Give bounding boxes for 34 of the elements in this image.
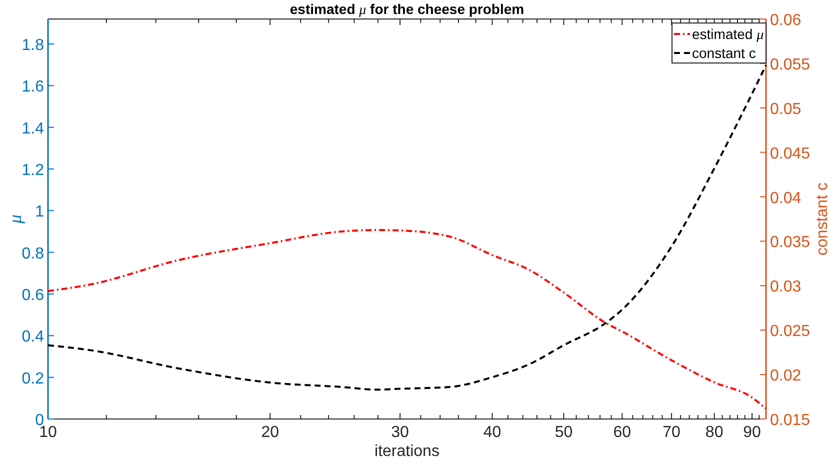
y-tick-label: 0.6 <box>22 287 44 304</box>
x-tick-label: 20 <box>261 424 280 441</box>
legend-label: constant c <box>692 45 756 61</box>
y2-tick-label: 0.055 <box>770 56 810 74</box>
y-axis-title: μ <box>5 214 25 225</box>
x-tick-label: 80 <box>705 424 724 441</box>
chart-title: estimated μ for the cheese problem <box>290 1 524 18</box>
y-tick-label: 0.2 <box>22 370 44 388</box>
x-tick-label: 50 <box>554 424 573 441</box>
legend-label: estimated μ <box>692 26 764 43</box>
x-tick-label: 40 <box>483 424 502 441</box>
y2-tick-label: 0.045 <box>770 145 810 162</box>
y2-tick-label: 0.035 <box>770 234 810 252</box>
y2-tick-label: 0.015 <box>770 412 810 429</box>
y2-tick-label: 0.06 <box>770 12 802 29</box>
y2-tick-label: 0.05 <box>770 100 802 118</box>
x-tick-label: 90 <box>743 424 762 441</box>
x-tick-label: 10 <box>39 424 57 441</box>
x-tick-label: 30 <box>391 424 410 441</box>
x-tick-label: 60 <box>613 424 632 441</box>
y-tick-label: 1 <box>35 204 44 221</box>
y2-tick-label: 0.025 <box>770 323 810 340</box>
x-axis-title: iterations <box>374 443 440 460</box>
y-tick-label: 1.8 <box>22 37 44 54</box>
x-tick-label: 70 <box>662 424 681 441</box>
y-tick-label: 1.2 <box>22 162 44 179</box>
y-tick-label: 1.4 <box>22 120 44 138</box>
y2-tick-label: 0.03 <box>770 278 802 296</box>
y-tick-label: 0.8 <box>22 245 44 262</box>
y-tick-label: 1.6 <box>22 78 44 96</box>
y2-axis-title: constant c <box>814 182 831 256</box>
y2-tick-label: 0.02 <box>770 368 802 385</box>
y-tick-label: 0.4 <box>22 328 44 346</box>
y2-tick-label: 0.04 <box>770 190 802 207</box>
